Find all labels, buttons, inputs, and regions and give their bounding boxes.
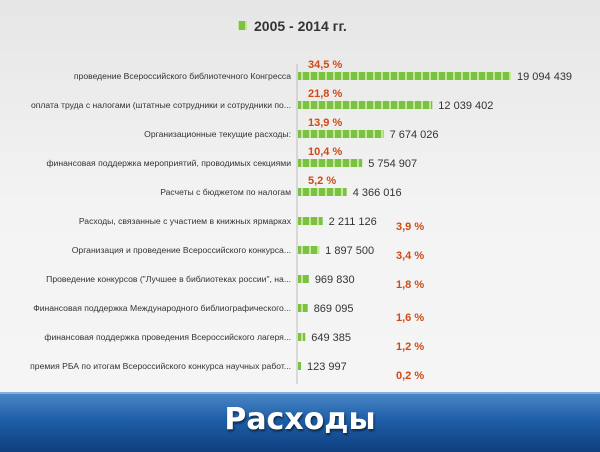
bar <box>298 333 306 341</box>
value-label: 969 830 <box>315 274 355 286</box>
percent-label: 10,4 % <box>308 146 342 158</box>
value-label: 19 094 439 <box>517 71 572 83</box>
legend-swatch <box>238 21 247 30</box>
value-label: 123 997 <box>307 361 347 373</box>
category-label: финансовая поддержка мероприятий, провод… <box>46 158 291 168</box>
percent-label: 34,5 % <box>308 59 342 71</box>
value-label: 649 385 <box>311 332 351 344</box>
category-label: Расходы, связанные с участием в книжных … <box>79 216 292 226</box>
bar <box>298 188 347 196</box>
category-label: Расчеты с бюджетом по налогам <box>160 187 291 197</box>
category-label: проведение Всероссийского библиотечного … <box>74 71 291 81</box>
bar <box>298 130 384 138</box>
category-label: премия РБА по итогам Всероссийского конк… <box>30 361 291 371</box>
value-label: 7 674 026 <box>390 129 439 141</box>
category-label: оплата труда с налогами (штатные сотрудн… <box>31 100 291 110</box>
footer-banner: Расходы <box>0 392 600 452</box>
value-label: 2 211 126 <box>329 216 377 228</box>
legend-label: 2005 - 2014 гг. <box>254 18 347 34</box>
bar <box>298 101 433 109</box>
percent-label: 21,8 % <box>308 88 342 100</box>
percent-label: 1,6 % <box>396 312 424 324</box>
expenses-bar-chart: 2005 - 2014 гг. проведение Всероссийског… <box>30 18 572 384</box>
value-label: 4 366 016 <box>353 187 402 199</box>
bar <box>298 159 363 167</box>
slide-title: Расходы <box>224 402 376 437</box>
category-label: Финансовая поддержка Международного библ… <box>33 303 291 313</box>
value-label: 5 754 907 <box>368 158 417 170</box>
bar <box>298 72 511 80</box>
percent-label: 1,2 % <box>396 341 424 353</box>
chart-legend: 2005 - 2014 гг. <box>238 18 347 34</box>
bar <box>298 246 320 254</box>
category-label: Организационные текущие расходы: <box>144 129 291 139</box>
value-label: 12 039 402 <box>438 100 493 112</box>
category-label: Проведение конкурсов ("Лучшее в библиоте… <box>46 274 291 284</box>
bar <box>298 217 323 225</box>
category-label: финансовая поддержка проведения Всеросси… <box>44 332 291 342</box>
value-label: 869 095 <box>314 303 354 315</box>
percent-label: 3,9 % <box>396 221 424 233</box>
percent-label: 0,2 % <box>396 370 424 382</box>
bar <box>298 362 301 370</box>
percent-label: 13,9 % <box>308 117 342 129</box>
bar <box>298 304 308 312</box>
category-label: Организация и проведение Всероссийского … <box>72 245 291 255</box>
percent-label: 1,8 % <box>396 279 424 291</box>
percent-label: 5,2 % <box>308 175 336 187</box>
bar <box>298 275 309 283</box>
percent-label: 3,4 % <box>396 250 424 262</box>
value-label: 1 897 500 <box>325 245 374 257</box>
